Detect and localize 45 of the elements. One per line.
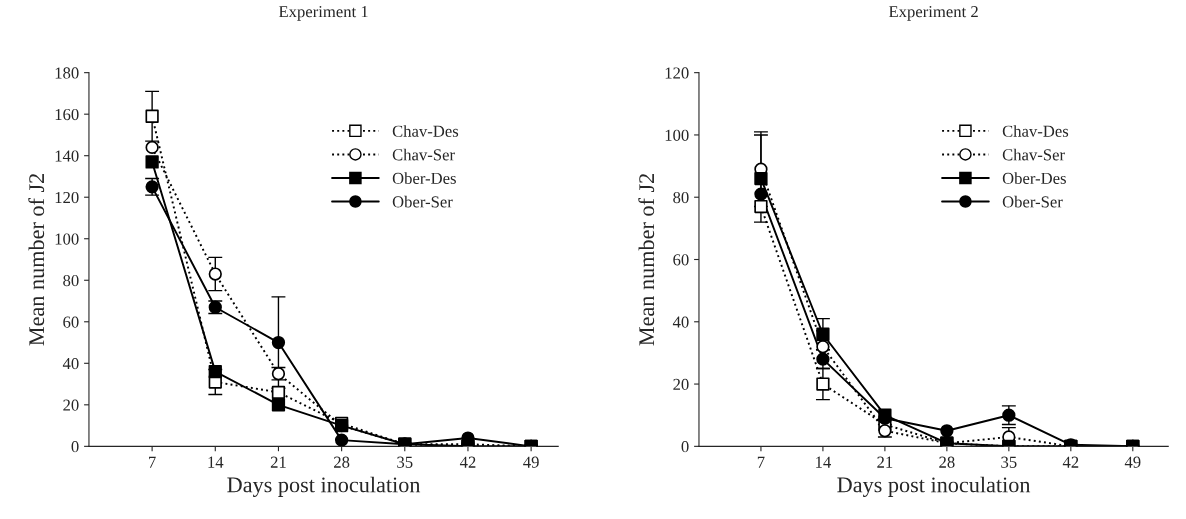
y-tick-label: 0 — [71, 441, 79, 453]
y-tick-label: 140 — [55, 150, 79, 162]
y-tick-label: 20 — [673, 378, 689, 391]
y-tick-label: 100 — [55, 233, 79, 245]
x-tick-label: 28 — [334, 456, 350, 468]
y-tick-label: 40 — [672, 316, 689, 328]
y-tick-label: 80 — [63, 274, 79, 287]
x-axis-title: Days post inoculation — [837, 476, 1031, 497]
legend-label: Chav-Des — [1002, 125, 1069, 137]
y-tick-label: 120 — [665, 67, 689, 79]
legend-label: Ober-Ser — [392, 195, 453, 208]
x-tick-label: 28 — [939, 456, 955, 468]
chart-title: Experiment 2 — [888, 6, 978, 21]
x-tick-label: 7 — [757, 456, 765, 468]
legend-label: Chav-Ser — [392, 148, 455, 161]
x-tick-label: 35 — [1001, 456, 1017, 468]
legend-label: Ober-Des — [392, 172, 456, 184]
y-tick-label: 80 — [673, 191, 689, 204]
y-tick-label: 40 — [62, 358, 79, 370]
x-tick-label: 49 — [523, 456, 539, 468]
legend-label: Chav-Ser — [1002, 148, 1065, 161]
y-tick-label: 20 — [63, 399, 79, 411]
y-axis-title: Mean number of J2 — [28, 174, 45, 346]
legend-label: Ober-Ser — [1002, 195, 1063, 208]
x-tick-label: 7 — [149, 456, 156, 468]
y-tick-label: 60 — [673, 254, 689, 266]
y-tick-label: 0 — [681, 441, 689, 453]
legend-label: Ober-Des — [1002, 172, 1066, 184]
y-tick-label: 120 — [55, 191, 79, 204]
x-tick-label: 35 — [397, 456, 413, 468]
x-tick-label: 14 — [208, 456, 224, 468]
y-tick-label: 160 — [55, 108, 79, 121]
x-tick-label: 21 — [877, 456, 893, 468]
x-axis-title: Days post inoculation — [227, 476, 421, 497]
y-tick-label: 100 — [665, 129, 689, 141]
x-tick-label: 42 — [459, 456, 476, 468]
y-tick-label: 60 — [63, 316, 79, 328]
y-axis-title: Mean number of J2 — [638, 174, 655, 346]
legend-label: Chav-Des — [392, 125, 459, 137]
x-tick-label: 42 — [1062, 456, 1079, 468]
x-tick-label: 14 — [816, 456, 831, 468]
chart-title: Experiment 1 — [278, 6, 368, 21]
y-tick-label: 180 — [55, 67, 79, 79]
x-tick-label: 21 — [270, 456, 286, 468]
x-tick-label: 49 — [1124, 456, 1141, 468]
